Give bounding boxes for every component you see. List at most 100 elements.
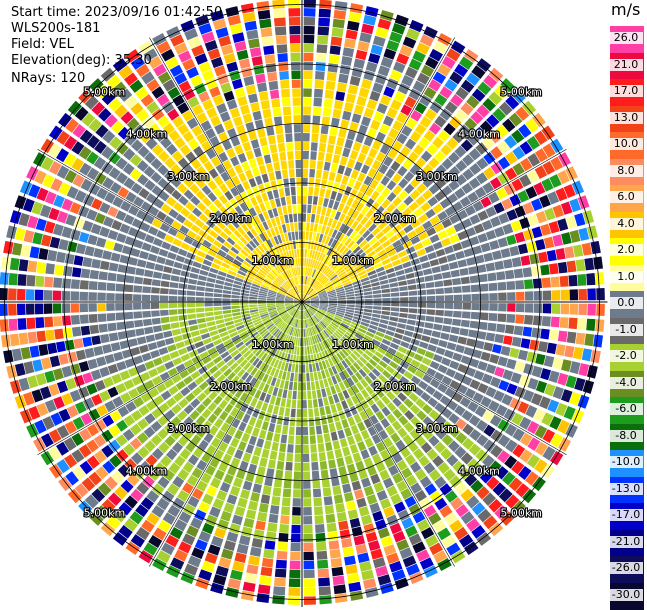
ppi-gate	[341, 176, 349, 186]
ppi-gate	[340, 438, 348, 448]
ppi-gate	[151, 310, 160, 317]
ppi-gate	[344, 38, 356, 48]
ppi-gate	[481, 243, 491, 253]
ppi-gate	[47, 250, 57, 262]
ppi-gate	[303, 88, 312, 97]
ppi-gate	[334, 584, 347, 594]
ppi-gate	[161, 281, 170, 288]
ppi-gate	[444, 246, 454, 255]
ppi-gate	[130, 248, 140, 257]
ppi-gate	[229, 523, 240, 534]
ppi-gate	[248, 464, 257, 474]
ppi-gate	[313, 489, 321, 498]
ppi-gate	[277, 542, 287, 551]
ppi-gate	[134, 277, 143, 285]
ppi-gate	[419, 255, 429, 263]
ppi-gate	[391, 292, 400, 296]
ppi-gate	[471, 312, 480, 320]
ppi-gate	[577, 274, 586, 286]
ppi-gate	[169, 303, 177, 308]
ppi-gate	[290, 44, 300, 53]
ppi-gate	[332, 28, 344, 38]
ppi-gate	[305, 355, 308, 363]
ppi-gate	[333, 576, 345, 586]
ppi-gate	[335, 1, 348, 11]
ppi-gate	[249, 159, 257, 169]
ppi-gate	[156, 256, 166, 264]
ppi-gate	[289, 17, 300, 26]
ppi-gate	[56, 341, 66, 352]
ppi-gate	[576, 333, 586, 345]
ppi-gate	[527, 241, 537, 252]
ppi-gate	[230, 108, 240, 119]
ppi-gate	[80, 315, 89, 324]
colorbar-tick-label: -21.0	[609, 536, 643, 548]
ppi-gate	[480, 303, 489, 311]
ppi-gate	[468, 266, 477, 274]
ppi-gate	[303, 196, 307, 204]
ppi-gate	[326, 81, 336, 90]
ppi-gate	[435, 310, 444, 316]
ppi-gate	[45, 330, 55, 341]
ppi-gate	[278, 62, 288, 71]
ppi-gate	[341, 56, 352, 66]
ppi-gate	[198, 323, 207, 329]
ppi-gate	[0, 304, 8, 316]
ppi-gate	[304, 587, 316, 596]
ppi-gate	[552, 234, 563, 246]
ppi-gate	[345, 455, 354, 465]
ppi-gate	[139, 345, 149, 354]
ppi-gate	[189, 273, 198, 279]
ppi-gate	[81, 326, 90, 336]
ppi-gate	[497, 313, 506, 322]
ppi-gate	[243, 113, 253, 123]
ppi-gate	[241, 527, 252, 537]
ppi-gate	[337, 430, 345, 440]
ppi-gate	[303, 124, 310, 133]
colorbar-tick-label: 0.0	[609, 297, 643, 309]
ppi-gate	[489, 354, 499, 364]
ppi-gate	[529, 340, 539, 351]
colorbar-tick-label: -4.0	[609, 377, 643, 389]
ppi-gate	[281, 434, 288, 443]
ppi-gate	[348, 582, 361, 592]
ppi-gate	[373, 302, 381, 305]
ppi-gate	[303, 445, 309, 453]
ppi-gate	[192, 261, 201, 268]
ppi-gate	[249, 436, 257, 446]
ppi-gate	[494, 334, 504, 343]
ppi-gate	[153, 271, 162, 278]
ppi-gate	[267, 191, 274, 200]
ppi-gate	[307, 382, 311, 391]
ppi-gate	[514, 326, 523, 336]
ppi-gate	[179, 277, 188, 283]
ppi-gate	[337, 512, 347, 522]
ppi-gate	[302, 222, 305, 230]
ppi-gate	[560, 317, 569, 328]
ppi-gate	[425, 245, 435, 253]
ppi-gate	[288, 0, 300, 8]
ppi-gate	[280, 197, 286, 206]
ppi-gate	[214, 293, 223, 297]
ppi-gate	[346, 501, 356, 511]
ppi-gate	[214, 311, 223, 315]
ppi-gate	[318, 443, 325, 452]
ppi-gate	[284, 480, 292, 489]
ppi-gate	[199, 328, 208, 334]
ppi-gate	[159, 347, 169, 355]
ppi-gate	[243, 76, 254, 86]
ppi-gate	[169, 309, 178, 315]
ppi-gate	[344, 102, 354, 112]
ppi-gate	[364, 299, 372, 302]
ppi-gate	[509, 246, 519, 256]
ppi-gate	[455, 345, 465, 354]
ppi-gate	[292, 205, 296, 214]
ppi-gate	[125, 275, 134, 283]
ppi-gate	[578, 289, 587, 300]
ppi-gate	[165, 259, 175, 267]
ppi-gate	[279, 71, 289, 80]
ppi-gate	[279, 407, 285, 416]
ppi-gate	[293, 241, 296, 250]
ppi-gate	[529, 253, 539, 264]
